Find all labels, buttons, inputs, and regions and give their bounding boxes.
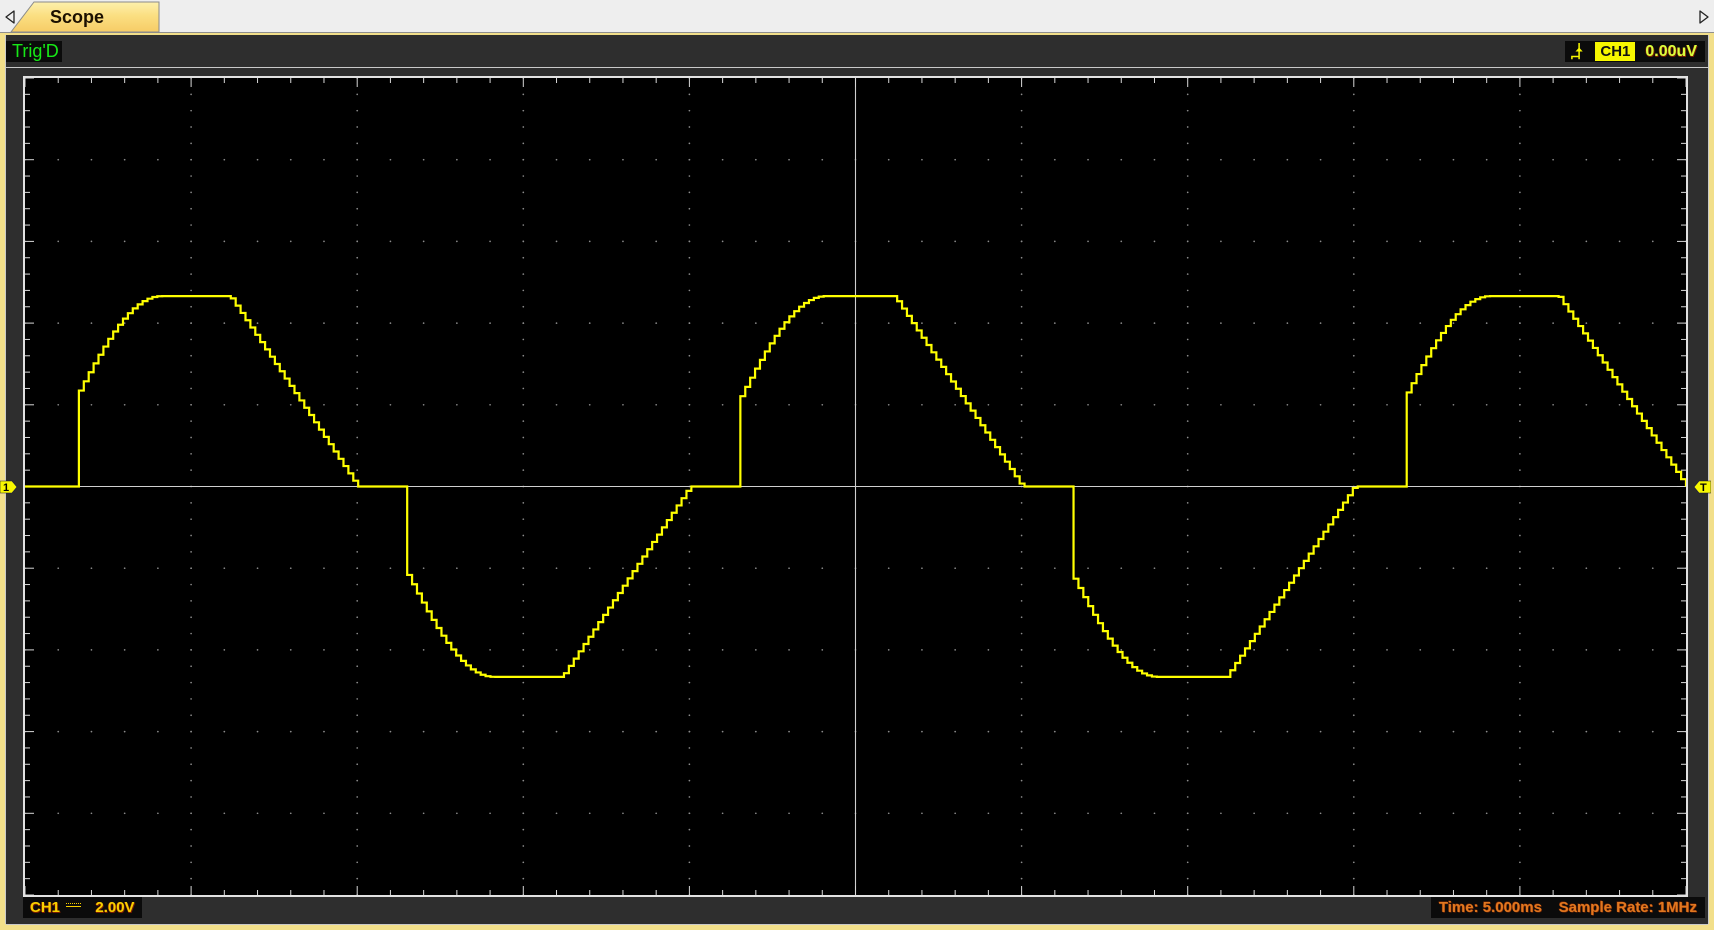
svg-text:1: 1 bbox=[3, 482, 9, 494]
svg-text:T: T bbox=[1700, 482, 1707, 494]
